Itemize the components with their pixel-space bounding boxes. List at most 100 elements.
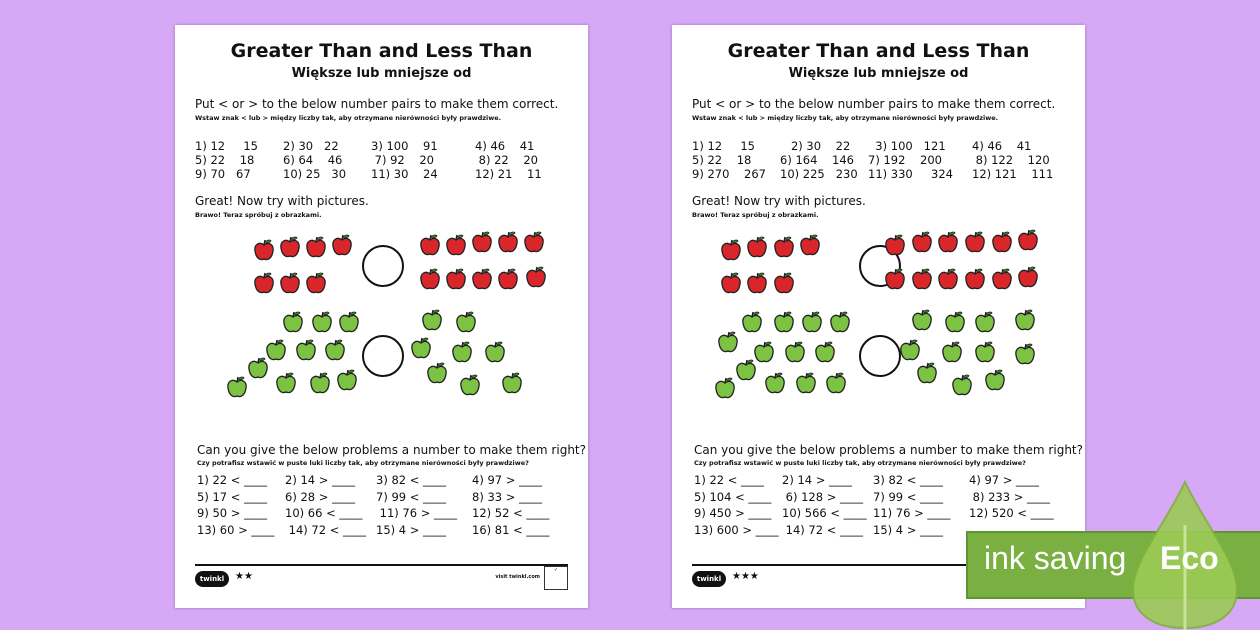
green-apple-icon	[421, 308, 443, 332]
answer-circle[interactable]	[859, 245, 901, 287]
red-apple-icon	[746, 271, 768, 295]
number-pair: 3) 100 121	[868, 139, 946, 153]
instruction-pairs-pl: Wstaw znak < lub > między liczby tak, ab…	[195, 114, 502, 122]
twinkl-logo: twinkl	[692, 571, 726, 587]
worksheet-preview-1[interactable]: Greater Than and Less Than Większe lub m…	[175, 25, 588, 608]
number-pair: 9) 270 267	[692, 167, 766, 181]
number-pair: 1) 12 15	[692, 139, 756, 153]
red-apple-icon	[884, 267, 906, 291]
problem: 4) 97 > ____	[969, 473, 1040, 487]
problem: 15) 4 > ____	[376, 522, 447, 537]
instruction-pairs-pl: Wstaw znak < lub > między liczby tak, ab…	[692, 114, 999, 122]
red-apple-icon	[305, 271, 327, 295]
green-apple-icon	[984, 368, 1006, 392]
red-apple-icon	[1017, 228, 1039, 252]
green-apple-icon	[410, 336, 432, 360]
red-apple-icon	[471, 267, 493, 291]
red-apple-icon	[799, 233, 821, 257]
red-apple-icon	[937, 267, 959, 291]
instruction-pictures: Great! Now try with pictures.	[195, 194, 369, 208]
problem: 15) 4 > ____	[873, 522, 944, 537]
problem: 6) 128 > ____	[782, 489, 864, 504]
green-apple-icon	[324, 338, 346, 362]
green-apple-icon	[941, 340, 963, 364]
problem: 10) 566 < ____	[782, 506, 867, 520]
red-apple-icon	[419, 267, 441, 291]
green-apple-icon	[338, 310, 360, 334]
number-pair: 11) 30 24	[371, 167, 438, 181]
problem: 2) 14 > ____	[285, 473, 356, 487]
instruction-pictures: Great! Now try with pictures.	[692, 194, 866, 208]
green-apple-icon	[764, 371, 786, 395]
red-apple-icon	[746, 235, 768, 259]
number-pair: 12) 21 11	[475, 167, 542, 181]
red-apple-icon	[253, 271, 275, 295]
red-apple-icon	[445, 267, 467, 291]
red-apple-icon	[911, 230, 933, 254]
red-apple-icon	[305, 235, 327, 259]
green-apple-icon	[295, 338, 317, 362]
number-pair: 9) 70 67	[195, 167, 251, 181]
problem: 11) 76 > ____	[873, 506, 951, 520]
green-apple-icon	[309, 371, 331, 395]
visit-link: visit twinkl.com	[495, 574, 540, 580]
green-apple-icon	[784, 340, 806, 364]
problem: 14) 72 < ____	[285, 522, 367, 537]
green-apple-icon	[459, 373, 481, 397]
number-pair: 2) 30 22	[283, 139, 339, 153]
red-apple-icon	[523, 230, 545, 254]
red-apple-icon	[471, 230, 493, 254]
green-apple-icon	[899, 338, 921, 362]
number-pair: 1) 12 15	[195, 139, 259, 153]
problem: 6) 28 > ____	[285, 489, 356, 504]
green-apple-icon	[1014, 342, 1036, 366]
problem: 8) 233 > ____	[969, 489, 1051, 504]
green-apple-icon	[753, 340, 775, 364]
worksheet-subtitle: Większe lub mniejsze od	[291, 66, 472, 81]
number-pair: 4) 46 41	[475, 139, 535, 153]
problem: 1) 22 < ____	[694, 473, 765, 487]
twinkl-logo: twinkl	[195, 571, 229, 587]
answer-circle[interactable]	[362, 335, 404, 377]
green-apple-icon	[336, 368, 358, 392]
instruction-problems-pl: Czy potrafisz wstawić w puste luki liczb…	[694, 459, 1026, 467]
green-apple-icon	[814, 340, 836, 364]
problem: 4) 97 > ____	[472, 473, 543, 487]
red-apple-icon	[419, 233, 441, 257]
number-pair: 7) 192 200	[868, 153, 942, 167]
quality-badge: ✓	[544, 566, 568, 590]
red-apple-icon	[991, 267, 1013, 291]
green-apple-icon	[282, 310, 304, 334]
green-apple-icon	[1014, 308, 1036, 332]
footer-divider	[692, 564, 1065, 566]
problem: 11) 76 > ____	[376, 506, 458, 520]
green-apple-icon	[226, 375, 248, 399]
red-apple-icon	[1017, 265, 1039, 289]
difficulty-stars: ★★★	[732, 571, 759, 582]
answer-circle[interactable]	[859, 335, 901, 377]
red-apple-icon	[525, 265, 547, 289]
footer-divider	[195, 564, 568, 566]
leaf-icon	[1131, 480, 1239, 630]
green-apple-icon	[714, 376, 736, 400]
eco-word: Eco	[1160, 540, 1219, 576]
green-apple-icon	[741, 310, 763, 334]
green-apple-icon	[455, 310, 477, 334]
answer-circle[interactable]	[362, 245, 404, 287]
problem: 12) 520 < ____	[969, 506, 1054, 520]
problem: 12) 52 < ____	[472, 506, 550, 520]
number-pair: 10) 25 30	[283, 167, 347, 181]
instruction-pictures-pl: Brawo! Teraz spróbuj z obrazkami.	[195, 211, 322, 219]
green-apple-icon	[311, 310, 333, 334]
problem: 14) 72 < ____	[782, 522, 864, 537]
red-apple-icon	[964, 267, 986, 291]
problem: 3) 82 < ____	[376, 473, 447, 487]
number-pair: 6) 64 46	[283, 153, 343, 167]
instruction-pairs: Put < or > to the below number pairs to …	[692, 97, 1056, 111]
number-pair: 7) 92 20	[371, 153, 435, 167]
red-apple-icon	[253, 238, 275, 262]
red-apple-icon	[279, 235, 301, 259]
red-apple-icon	[279, 271, 301, 295]
problem: 7) 99 < ____	[873, 489, 944, 504]
red-apple-icon	[911, 267, 933, 291]
